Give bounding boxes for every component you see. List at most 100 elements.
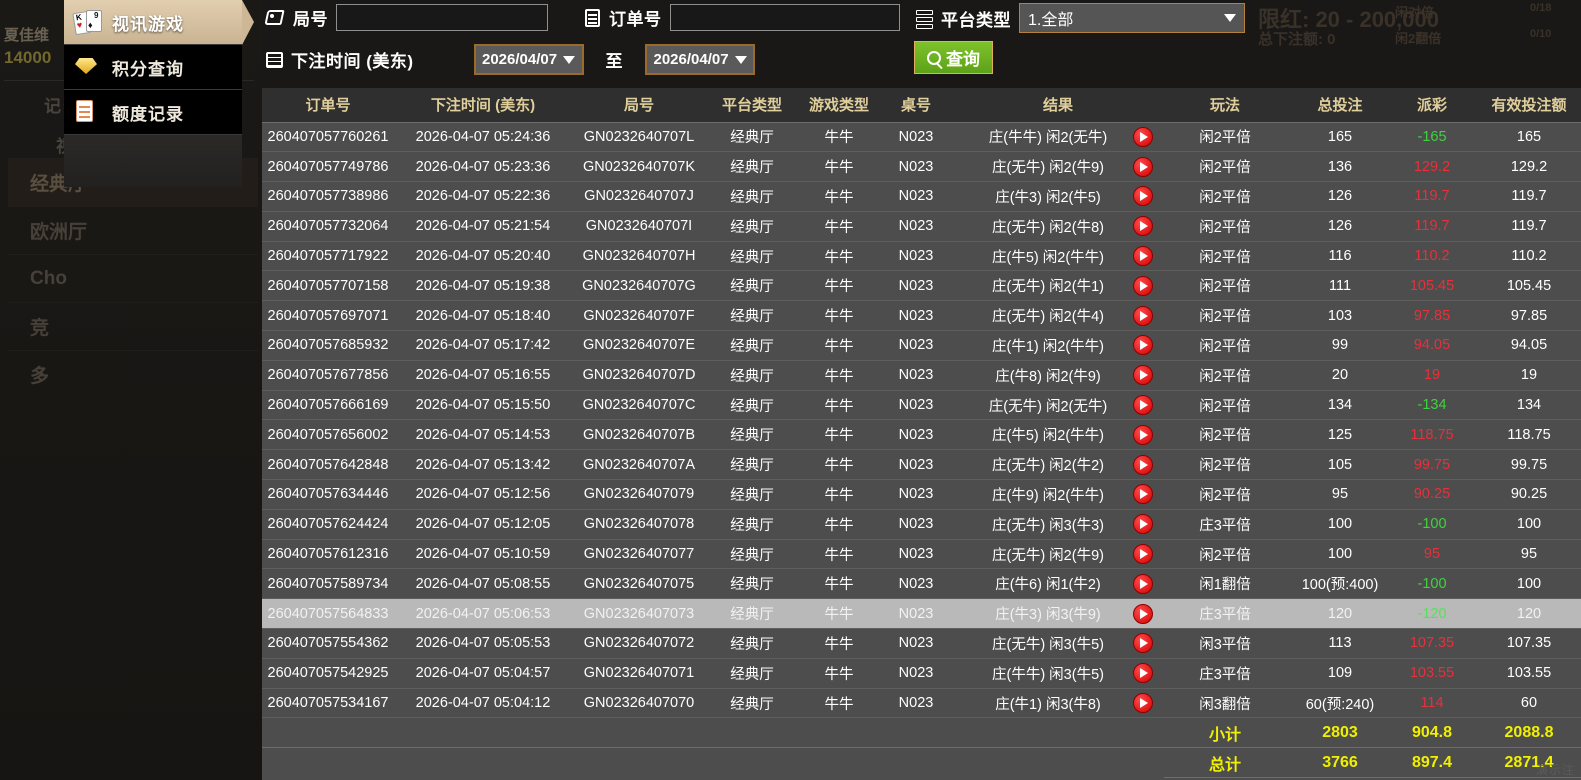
col-platform-type[interactable]: 平台类型 <box>706 88 798 123</box>
cell-platform-type: 经典厅 <box>706 241 798 272</box>
cell-total-bet: 134 <box>1286 390 1394 421</box>
play-replay-icon[interactable] <box>1133 514 1153 535</box>
play-replay-icon[interactable] <box>1133 484 1153 505</box>
col-result[interactable]: 结果 <box>952 88 1164 123</box>
col-play-type[interactable]: 玩法 <box>1164 88 1286 123</box>
play-replay-icon[interactable] <box>1133 186 1153 207</box>
col-valid-bet[interactable]: 有效投注额 <box>1470 88 1581 123</box>
subtotal-row: 小计 2803 904.8 2088.8 <box>262 717 1581 749</box>
table-row[interactable]: 260407057564833 2026-04-07 05:06:53 GN0232… <box>262 598 1581 630</box>
play-replay-icon[interactable] <box>1133 305 1153 326</box>
total-valid: 2871.4 <box>1470 747 1581 779</box>
platform-stack-icon <box>914 7 936 29</box>
cell-valid-bet: 100 <box>1470 509 1581 540</box>
table-header-row: 订单号 下注时间 (美东) 局号 平台类型 游戏类型 桌号 结果 玩法 总投注 … <box>262 88 1581 123</box>
date-to-picker[interactable]: 2026/04/07 <box>645 44 756 75</box>
cell-round-number: GN0232640707I <box>572 211 706 242</box>
col-order-number[interactable]: 订单号 <box>262 88 394 123</box>
cell-game-type: 牛牛 <box>798 658 880 689</box>
play-replay-icon[interactable] <box>1133 424 1153 445</box>
col-round-number[interactable]: 局号 <box>572 88 706 123</box>
table-footer: 小计 2803 904.8 2088.8 总计 3766 897.4 2871.… <box>262 717 1581 779</box>
cell-bet-time: 2026-04-07 05:12:56 <box>394 479 572 510</box>
cell-bet-time: 2026-04-07 05:17:42 <box>394 330 572 361</box>
col-bet-time[interactable]: 下注时间 (美东) <box>394 88 572 123</box>
cell-payout: 95 <box>1394 539 1470 570</box>
query-button[interactable]: 查询 <box>914 41 993 74</box>
table-row[interactable]: 260407057554362 2026-04-07 05:05:53 GN0232… <box>262 628 1581 659</box>
cell-game-type: 牛牛 <box>798 300 880 332</box>
table-row[interactable]: 260407057717922 2026-04-07 05:20:40 GN0232… <box>262 241 1581 272</box>
table-row[interactable]: 260407057642848 2026-04-07 05:13:42 GN0232… <box>262 449 1581 481</box>
cell-result: 庄(无牛) 闲2(牛9) <box>952 151 1164 183</box>
cell-payout: 99.75 <box>1394 449 1470 481</box>
table-row[interactable]: 260407057534167 2026-04-07 05:04:12 GN0232… <box>262 688 1581 719</box>
platform-type-label: 平台类型 <box>941 10 1011 30</box>
result-text: 庄(牛3) 闲3(牛9) <box>995 607 1101 624</box>
result-text: 庄(牛5) 闲2(牛牛) <box>992 249 1104 266</box>
play-replay-icon[interactable] <box>1133 693 1153 714</box>
result-text: 庄(牛1) 闲3(牛8) <box>995 696 1101 713</box>
table-row[interactable]: 260407057634446 2026-04-07 05:12:56 GN0232… <box>262 479 1581 510</box>
cell-result: 庄(无牛) 闲2(无牛) <box>952 390 1164 421</box>
order-number-label: 订单号 <box>609 10 662 29</box>
play-replay-icon[interactable] <box>1133 365 1153 386</box>
cell-order-number: 260407057642848 <box>262 449 394 481</box>
cell-play-type: 庄3平倍 <box>1164 509 1286 540</box>
play-replay-icon[interactable] <box>1133 156 1153 177</box>
flyout-item-credit-record[interactable]: 额度记录 <box>64 90 242 135</box>
play-replay-icon[interactable] <box>1133 663 1153 684</box>
cell-bet-time: 2026-04-07 05:16:55 <box>394 360 572 391</box>
flyout-item-video-game[interactable]: K ♥ 9 ♦ 视讯游戏 <box>64 0 254 45</box>
round-number-input[interactable] <box>336 4 548 31</box>
table-row[interactable]: 260407057656002 2026-04-07 05:14:53 GN0232… <box>262 419 1581 451</box>
play-replay-icon[interactable] <box>1133 335 1153 356</box>
play-replay-icon[interactable] <box>1133 454 1153 475</box>
platform-type-select[interactable]: 1.全部 <box>1019 3 1245 33</box>
cell-platform-type: 经典厅 <box>706 300 798 332</box>
col-table-number[interactable]: 桌号 <box>880 88 952 123</box>
table-row[interactable]: 260407057624424 2026-04-07 05:12:05 GN0232… <box>262 509 1581 540</box>
cell-valid-bet: 95 <box>1470 539 1581 570</box>
table-row[interactable]: 260407057612316 2026-04-07 05:10:59 GN0232… <box>262 539 1581 570</box>
play-replay-icon[interactable] <box>1133 275 1153 296</box>
table-row[interactable]: 260407057697071 2026-04-07 05:18:40 GN0232… <box>262 300 1581 332</box>
play-replay-icon[interactable] <box>1133 544 1153 565</box>
play-replay-icon[interactable] <box>1133 633 1153 654</box>
play-replay-icon[interactable] <box>1133 126 1153 147</box>
cell-round-number: GN02326407071 <box>572 658 706 689</box>
play-replay-icon[interactable] <box>1133 246 1153 267</box>
play-replay-icon[interactable] <box>1133 216 1153 237</box>
play-replay-icon[interactable] <box>1133 603 1153 624</box>
cell-valid-bet: 165 <box>1470 122 1581 153</box>
table-row[interactable]: 260407057589734 2026-04-07 05:08:55 GN0232… <box>262 568 1581 600</box>
table-row[interactable]: 260407057732064 2026-04-07 05:21:54 GN0232… <box>262 211 1581 242</box>
order-number-input[interactable] <box>669 4 900 31</box>
table-row[interactable]: 260407057666169 2026-04-07 05:15:50 GN0232… <box>262 390 1581 421</box>
col-game-type[interactable]: 游戏类型 <box>798 88 880 123</box>
cell-result: 庄(无牛) 闲3(牛5) <box>952 628 1164 659</box>
subtotal-payout: 904.8 <box>1394 717 1470 749</box>
col-payout[interactable]: 派彩 <box>1394 88 1470 123</box>
table-row[interactable]: 260407057685932 2026-04-07 05:17:42 GN0232… <box>262 330 1581 361</box>
table-row[interactable]: 260407057749786 2026-04-07 05:23:36 GN0232… <box>262 151 1581 183</box>
result-text: 庄(牛3) 闲2(牛5) <box>995 189 1101 206</box>
flyout-item-points-query[interactable]: 积分查询 <box>64 45 242 90</box>
date-from-picker[interactable]: 2026/04/07 <box>473 44 584 75</box>
col-total-bet[interactable]: 总投注 <box>1286 88 1394 123</box>
play-replay-icon[interactable] <box>1133 573 1153 594</box>
cell-game-type: 牛牛 <box>798 419 880 451</box>
cell-play-type: 闲2平倍 <box>1164 241 1286 272</box>
play-replay-icon[interactable] <box>1133 395 1153 416</box>
cell-bet-time: 2026-04-07 05:21:54 <box>394 211 572 242</box>
cell-payout: 107.35 <box>1394 628 1470 659</box>
table-row[interactable]: 260407057542925 2026-04-07 05:04:57 GN0232… <box>262 658 1581 689</box>
date-from-value: 2026/04/07 <box>482 51 558 68</box>
table-row[interactable]: 260407057738986 2026-04-07 05:22:36 GN0232… <box>262 181 1581 212</box>
result-text: 庄(牛1) 闲2(牛牛) <box>992 338 1104 355</box>
cell-result: 庄(无牛) 闲2(牛9) <box>952 539 1164 570</box>
cell-order-number: 260407057666169 <box>262 390 394 421</box>
table-row[interactable]: 260407057760261 2026-04-07 05:24:36 GN0232… <box>262 122 1581 153</box>
table-row[interactable]: 260407057677856 2026-04-07 05:16:55 GN0232… <box>262 360 1581 391</box>
table-row[interactable]: 260407057707158 2026-04-07 05:19:38 GN0232… <box>262 270 1581 302</box>
